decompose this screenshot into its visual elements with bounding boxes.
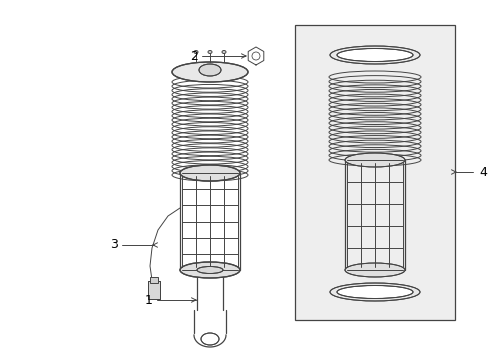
- Ellipse shape: [345, 153, 404, 167]
- Ellipse shape: [172, 62, 247, 82]
- Ellipse shape: [180, 262, 240, 278]
- Ellipse shape: [329, 46, 419, 64]
- Ellipse shape: [329, 283, 419, 301]
- Text: 2: 2: [190, 49, 198, 63]
- Ellipse shape: [199, 64, 221, 76]
- Bar: [294, 25, 454, 320]
- Text: 1: 1: [145, 293, 153, 306]
- Ellipse shape: [194, 50, 198, 54]
- Ellipse shape: [197, 266, 223, 274]
- Text: 4: 4: [478, 166, 486, 179]
- Bar: [148, 281, 160, 299]
- Ellipse shape: [345, 263, 404, 277]
- Bar: [148, 281, 160, 299]
- Ellipse shape: [180, 165, 240, 181]
- Ellipse shape: [222, 50, 225, 54]
- Ellipse shape: [336, 285, 412, 298]
- Ellipse shape: [336, 49, 412, 62]
- Text: 3: 3: [110, 238, 118, 252]
- Ellipse shape: [201, 333, 219, 345]
- Ellipse shape: [207, 50, 212, 54]
- Bar: [150, 277, 158, 283]
